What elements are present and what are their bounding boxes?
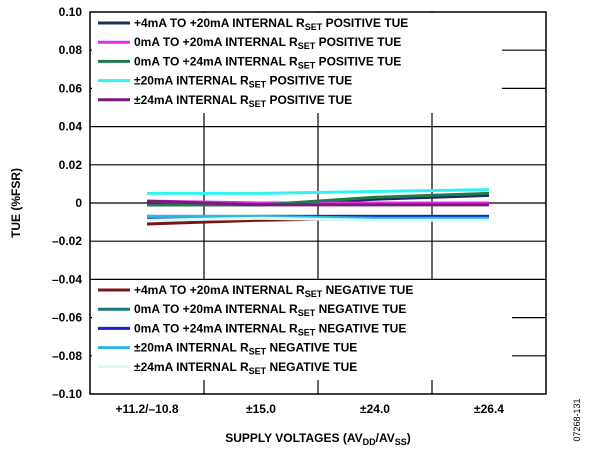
y-tick-label: 0.08 xyxy=(59,43,83,57)
legend-backgrounds xyxy=(92,13,512,380)
legend-label: 0mA TO +24mA INTERNAL RSET POSITIVE TUE xyxy=(134,54,401,70)
x-tick-label: ±24.0 xyxy=(360,402,390,416)
y-tick-label: –0.10 xyxy=(52,387,82,401)
x-axis-label-sub-ss: SS xyxy=(395,437,407,447)
legend-label: 0mA TO +20mA INTERNAL RSET POSITIVE TUE xyxy=(134,35,401,51)
plot-frame xyxy=(89,11,547,395)
y-tick-label: 0.06 xyxy=(59,81,83,95)
legend-label: ±20mA INTERNAL RSET POSITIVE TUE xyxy=(134,74,352,90)
y-tick-label: –0.06 xyxy=(52,311,82,325)
x-tick-label: ±26.4 xyxy=(474,402,504,416)
x-axis-label-mid: /AV xyxy=(376,431,395,445)
y-tick-label: –0.04 xyxy=(52,272,82,286)
series-line xyxy=(146,216,489,222)
x-axis-label-main: SUPPLY VOLTAGES (AV xyxy=(225,431,362,445)
x-tick-label: +11.2/–10.8 xyxy=(115,402,178,416)
legend-label: ±24mA INTERNAL RSET POSITIVE TUE xyxy=(134,93,352,109)
legend-label: +4mA TO +20mA INTERNAL RSET POSITIVE TUE xyxy=(134,16,408,32)
x-axis-label-sub-dd: DD xyxy=(363,437,376,447)
y-tick-label: 0.02 xyxy=(59,158,83,172)
series-line xyxy=(146,199,489,207)
x-tick-labels: +11.2/–10.8 ±15.0 ±24.0 ±26.4 xyxy=(115,402,504,416)
series-line xyxy=(147,214,489,220)
x-tick-label: ±15.0 xyxy=(246,402,276,416)
legend-label: ±20mA INTERNAL RSET NEGATIVE TUE xyxy=(134,341,357,357)
figure-code: 07268-131 xyxy=(572,398,582,441)
series-line xyxy=(147,188,490,195)
y-axis-label: TUE (%FSR) xyxy=(9,168,23,238)
legend-label: +4mA TO +20mA INTERNAL RSET NEGATIVE TUE xyxy=(134,283,413,299)
x-axis-label-end: ) xyxy=(407,431,411,445)
x-axis-label: SUPPLY VOLTAGES (AVDD/AVSS) xyxy=(225,431,411,447)
y-tick-label: 0.10 xyxy=(59,5,83,19)
legend-label: 0mA TO +20mA INTERNAL RSET NEGATIVE TUE xyxy=(134,302,406,318)
data-series xyxy=(146,188,490,226)
legend-background xyxy=(92,13,502,113)
y-tick-labels: 0.10 0.08 0.06 0.04 0.02 0 –0.02 –0.04 –0.06 –0.0… xyxy=(52,5,82,401)
y-tick-label: 0.04 xyxy=(59,120,83,134)
legend-label: ±24mA INTERNAL RSET NEGATIVE TUE xyxy=(134,360,357,376)
legends: +4mA TO +20mA INTERNAL RSET POSITIVE TUE… xyxy=(98,16,413,376)
series-line xyxy=(147,191,490,207)
y-tick-label: –0.02 xyxy=(52,234,82,248)
legend-background xyxy=(92,280,512,380)
y-tick-label: 0 xyxy=(75,196,82,210)
legend-label: 0mA TO +24mA INTERNAL RSET NEGATIVE TUE xyxy=(134,321,406,337)
y-tick-label: –0.08 xyxy=(52,349,82,363)
